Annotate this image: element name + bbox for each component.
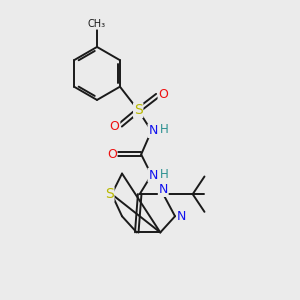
Text: S: S [105,187,114,201]
Text: N: N [148,169,158,182]
Text: N: N [177,210,186,223]
Text: S: S [134,103,142,117]
Text: O: O [110,120,120,133]
Text: O: O [107,148,117,161]
Text: CH₃: CH₃ [88,19,106,29]
Text: O: O [158,88,168,100]
Text: H: H [160,168,168,181]
Text: N: N [159,183,168,196]
Text: H: H [160,124,168,136]
Text: N: N [148,124,158,137]
